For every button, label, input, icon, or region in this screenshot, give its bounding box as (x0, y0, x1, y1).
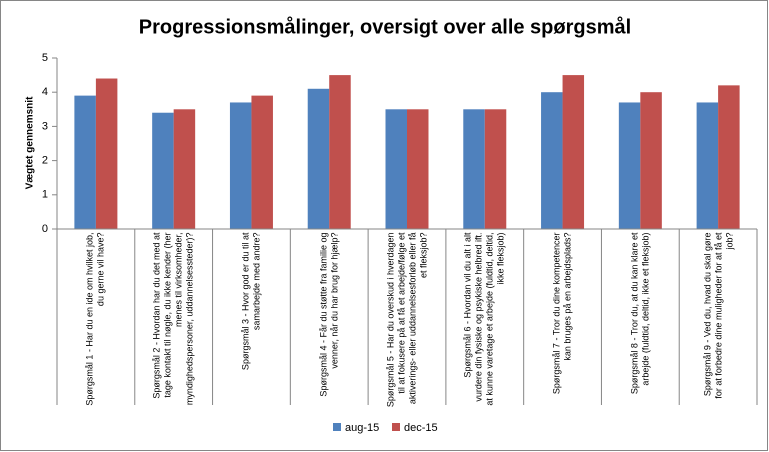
x-tick-label: Spørgsmål 9 - Ved du, hvad du skal gøre … (701, 232, 734, 399)
x-tick-label: Spørgsmål 5 - Har du overskud i hverdage… (385, 232, 428, 407)
bar (618, 102, 641, 229)
y-axis-label: Vægtet gennemsnit (25, 96, 36, 189)
bar (307, 88, 330, 229)
bar (562, 75, 585, 229)
y-tick-label: 3 (42, 120, 48, 132)
x-tick-label-box: Spørgsmål 5 - Har du overskud i hverdage… (369, 232, 445, 407)
y-tick-label: 0 (42, 223, 48, 235)
bar (407, 109, 429, 229)
legend-label: aug-15 (345, 422, 379, 434)
bar (173, 109, 196, 229)
x-tick-label-box: Spørgsmål 1 - Har du en ide om hvilket j… (58, 232, 134, 407)
y-tick-label: 5 (42, 52, 48, 64)
x-tick-label: Spørgsmål 8 - Tror du, at du kan klare e… (629, 232, 651, 394)
y-tick-label: 2 (42, 155, 48, 167)
chart-title: Progressionsmålinger, oversigt over alle… (139, 15, 631, 38)
x-tick-label-box: Spørgsmål 8 - Tror du, at du kan klare e… (602, 232, 678, 407)
bar (385, 109, 407, 229)
x-tick-label: Spørgsmål 2 - Hvordan har du det med at … (151, 232, 195, 405)
legend-label: dec-15 (404, 422, 438, 434)
bar (484, 109, 507, 229)
x-tick-label: Spørgsmål 3 - Hvor god er du til at sama… (240, 232, 262, 370)
legend-swatch (392, 423, 400, 431)
bar (329, 75, 351, 229)
legend-swatch (333, 423, 341, 431)
y-tick-label: 1 (42, 189, 48, 201)
bar (640, 92, 662, 229)
x-tick-label-box: Spørgsmål 4 - Får du støtte fra familie … (291, 232, 367, 407)
bar (251, 95, 273, 230)
x-tick-label-box: Spørgsmål 3 - Hvor god er du til at sama… (213, 232, 289, 407)
y-tick-label: 4 (42, 86, 48, 98)
bar (541, 92, 563, 229)
bar (229, 102, 252, 229)
bar (74, 95, 96, 230)
bar (95, 78, 118, 230)
bar (463, 109, 485, 229)
x-tick-label: Spørgsmål 6 - Hvordan vil du alt i alt v… (462, 232, 506, 406)
bar (696, 102, 719, 229)
bar (718, 85, 740, 229)
bar (152, 112, 174, 229)
x-tick-label-box: Spørgsmål 2 - Hvordan har du det med at … (136, 232, 212, 407)
x-tick-label: Spørgsmål 4 - Får du støtte fra familie … (318, 232, 340, 397)
x-tick-label: Spørgsmål 1 - Har du en ide om hvilket j… (84, 232, 106, 406)
x-tick-label: Spørgsmål 7 - Tror du dine kompetencer k… (551, 232, 573, 394)
x-tick-label-box: Spørgsmål 7 - Tror du dine kompetencer k… (525, 232, 601, 407)
x-tick-label-box: Spørgsmål 9 - Ved du, hvad du skal gøre … (680, 232, 756, 407)
x-tick-label-box: Spørgsmål 6 - Hvordan vil du alt i alt v… (447, 232, 523, 407)
